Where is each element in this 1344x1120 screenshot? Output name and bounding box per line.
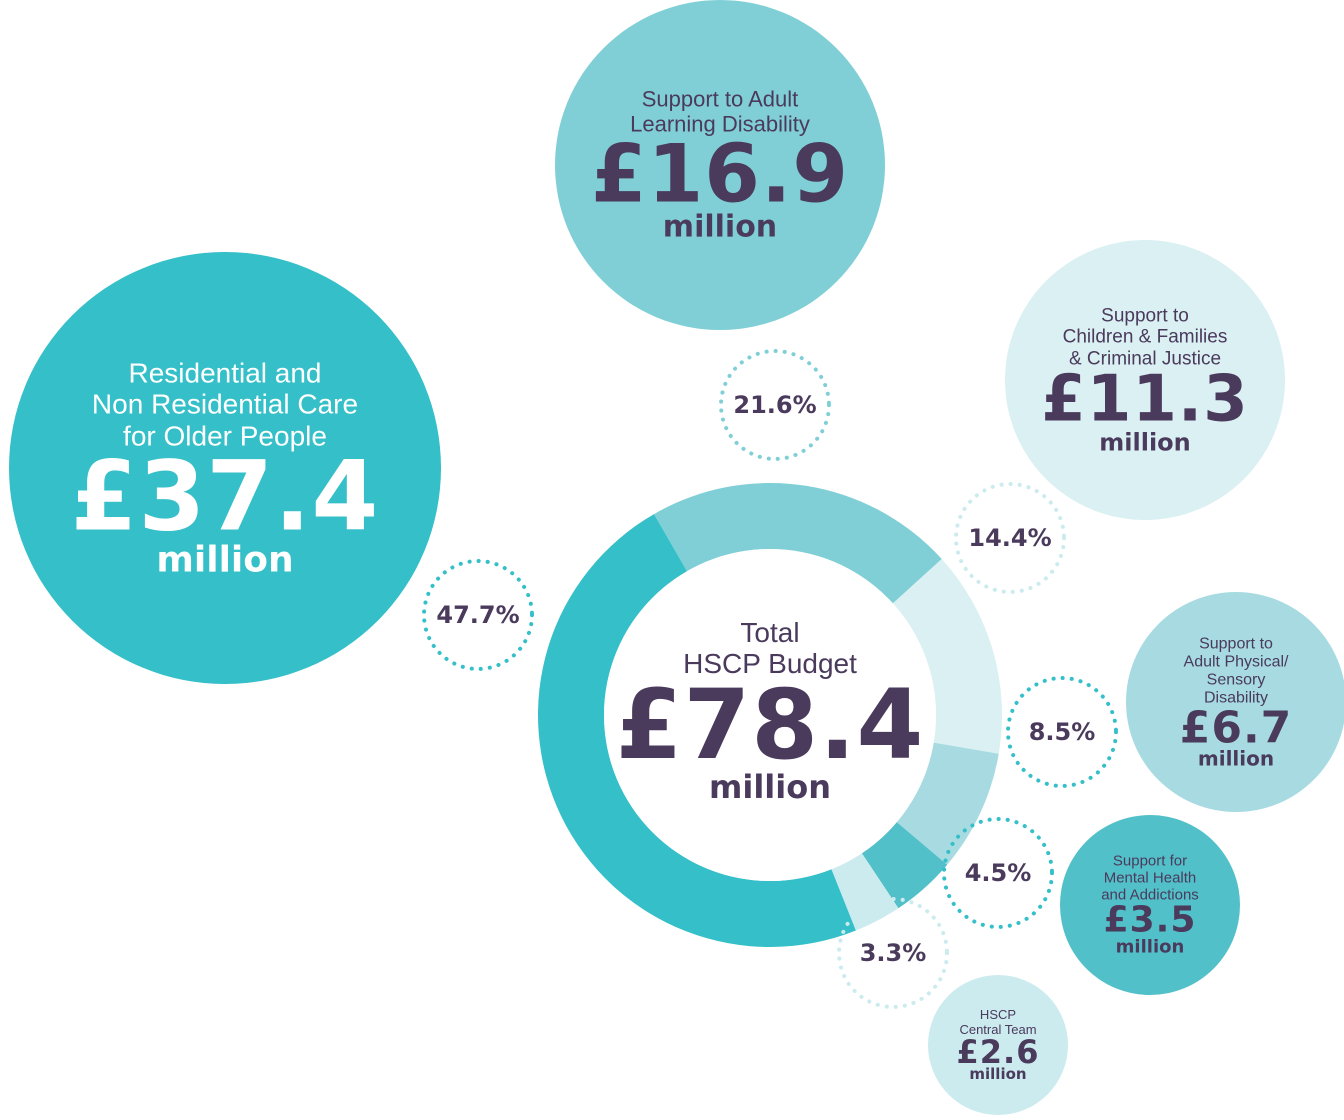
unit-label: million [156,539,294,581]
category-name: HSCP Central Team [959,1006,1037,1037]
amount-label: £16.9 [590,127,850,221]
center-label: Total HSCP Budget £78.4 million [616,617,925,803]
total-label: £78.4 [615,668,925,781]
unit-label: million [1197,746,1275,771]
percent-ring [954,482,1066,594]
percent-label: 14.4% [968,524,1052,552]
donut-segment [892,559,1002,754]
category-name: Support to Adult Physical/ Sensory Disab… [1183,635,1289,707]
percent-ring [719,349,831,461]
donut-segment [537,514,856,948]
unit-label: million [709,767,831,806]
amount-bubble [1060,815,1240,995]
amount-bubble [1005,240,1285,520]
percent-ring [1006,676,1118,788]
unit-label: million [969,1065,1027,1084]
center-title: Total HSCP Budget [683,617,857,680]
amount-label: £11.3 [1041,362,1249,437]
amount-bubble [1126,592,1344,812]
unit-label: million [662,209,778,245]
percent-ring [942,817,1054,929]
percent-ring [422,559,534,671]
donut-segment [861,822,948,909]
amount-bubble [928,975,1068,1115]
percent-label: 21.6% [733,391,817,419]
donut-segment [654,483,942,604]
category-name: Support for Mental Health and Addictions [1101,852,1199,904]
percent-label: 4.5% [964,859,1032,887]
category-name: Support to Adult Learning Disability [630,86,810,136]
bubble-label: HSCP Central Team £2.6 million [956,1006,1040,1084]
amount-bubble [555,0,885,330]
category-name: Residential and Non Residential Care for… [91,357,359,452]
bubble-label: Support for Mental Health and Addictions… [1101,852,1199,958]
percent-label: 47.7% [436,601,520,629]
amount-label: £37.4 [70,440,380,553]
donut-segment [831,853,899,931]
bubble-label: Support to Children & Families & Crimina… [1041,306,1248,455]
unit-label: million [1115,936,1185,958]
percent-label: 8.5% [1028,718,1096,746]
amount-label: £6.7 [1179,701,1293,753]
bubble-label: Support to Adult Physical/ Sensory Disab… [1180,635,1293,768]
amount-label: £2.6 [956,1032,1040,1071]
amount-label: £3.5 [1103,900,1197,942]
donut-hole [604,549,936,881]
unit-label: million [1099,428,1191,457]
bubble-label: Residential and Non Residential Care for… [71,357,380,578]
amount-bubble [9,252,441,684]
bubble-label: Support to Adult Learning Disability £16.… [590,86,850,245]
category-name: Support to Children & Families & Crimina… [1062,305,1228,370]
percent-ring [837,897,949,1009]
donut-segment [896,742,999,865]
percent-label: 3.3% [859,939,927,967]
